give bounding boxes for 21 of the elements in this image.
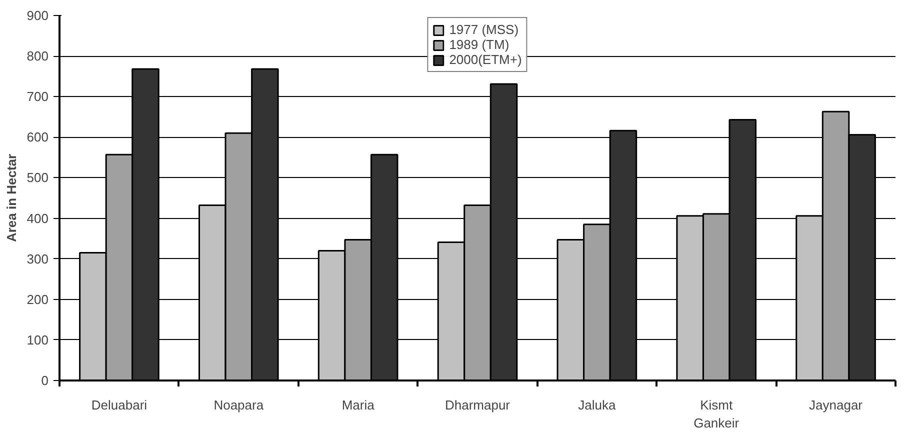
x-tick-label: Dharmapur (444, 398, 511, 412)
x-tick-label: Kismt Gankeir (694, 398, 740, 430)
x-tick-label: Deluabari (91, 398, 148, 412)
y-tick-label: 200 (26, 292, 49, 307)
legend-label: 2000(ETM+) (449, 52, 522, 67)
y-tick-label: 100 (26, 332, 49, 348)
y-axis-title: Area in Hectar (4, 154, 19, 242)
x-tick-label: Jaynagar (809, 398, 864, 412)
y-tick-label: 300 (26, 251, 49, 266)
y-tick-label: 700 (26, 89, 49, 104)
x-tick-label: Maria (342, 398, 376, 412)
x-tick-label: Jaluka (578, 398, 616, 412)
y-tick-label: 500 (26, 170, 49, 186)
y-tick-label: 400 (26, 210, 49, 226)
y-tick-label: 800 (26, 48, 49, 64)
y-tick-label: 900 (26, 8, 49, 23)
y-tick-label: 600 (26, 130, 49, 145)
legend-label: 1977 (MSS) (449, 22, 519, 37)
x-tick-label: Noapara (214, 398, 264, 412)
y-tick-label: 0 (41, 373, 49, 388)
legend-label: 1989 (TM) (449, 37, 510, 52)
